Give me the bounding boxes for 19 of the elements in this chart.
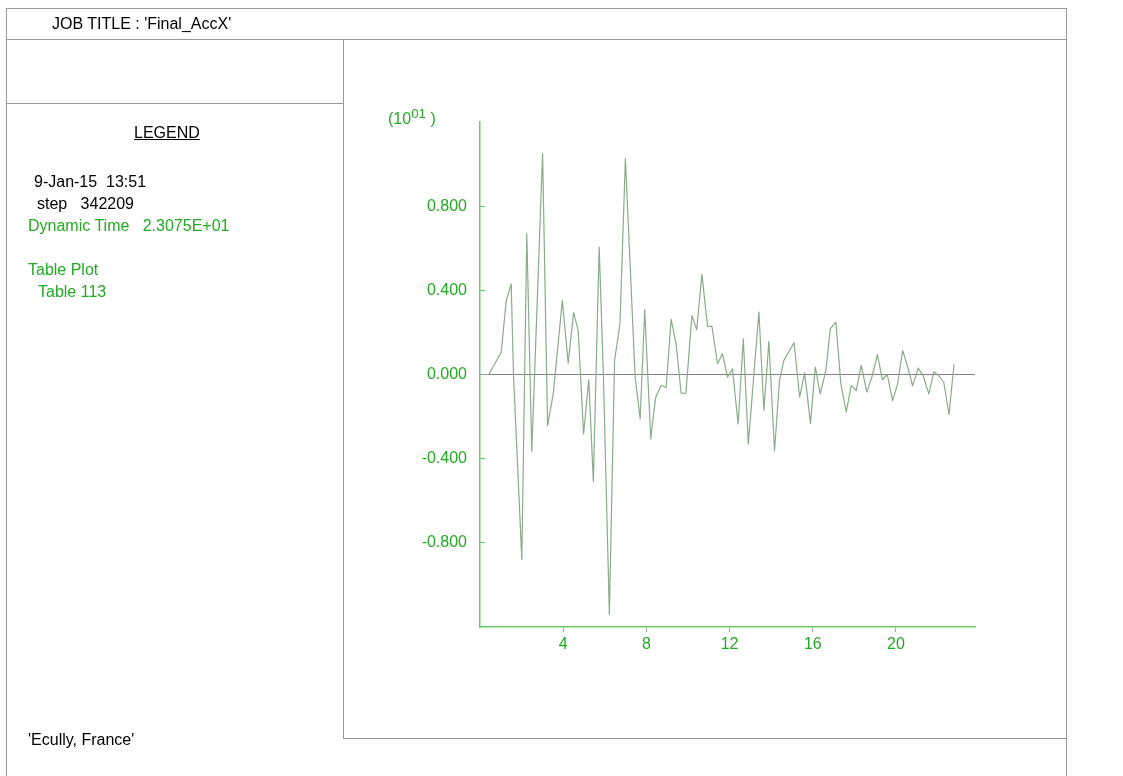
y-tick-label: -0.800 (421, 533, 468, 551)
text: JOB TITLE : 'Final_AccX' (52, 15, 232, 33)
x-tick-label: 12 (720, 635, 739, 653)
text: 9-Jan-15 13:51 (34, 173, 147, 191)
caption: Table 113 (38, 283, 107, 301)
y-tick-label: -0.400 (421, 449, 468, 467)
x-tick-label: 20 (887, 635, 905, 653)
x-tick-label: 16 (803, 635, 822, 653)
text: Table Plot (28, 261, 99, 279)
text: step 342209 (37, 195, 134, 213)
text: 'Ecully, France' (28, 731, 135, 749)
y-tick-label: 0.000 (426, 364, 468, 382)
x-tick-label: 4 (558, 635, 568, 653)
text: Dynamic Time 2.3075E+01 (28, 217, 230, 235)
y-axis-title: (10$^{01}$ ) (388, 106, 436, 129)
y-tick-label: 0.800 (426, 196, 468, 214)
text: LEGEND (134, 124, 200, 142)
x-tick-label: 8 (641, 635, 651, 653)
y-tick-label: 0.400 (426, 280, 468, 298)
